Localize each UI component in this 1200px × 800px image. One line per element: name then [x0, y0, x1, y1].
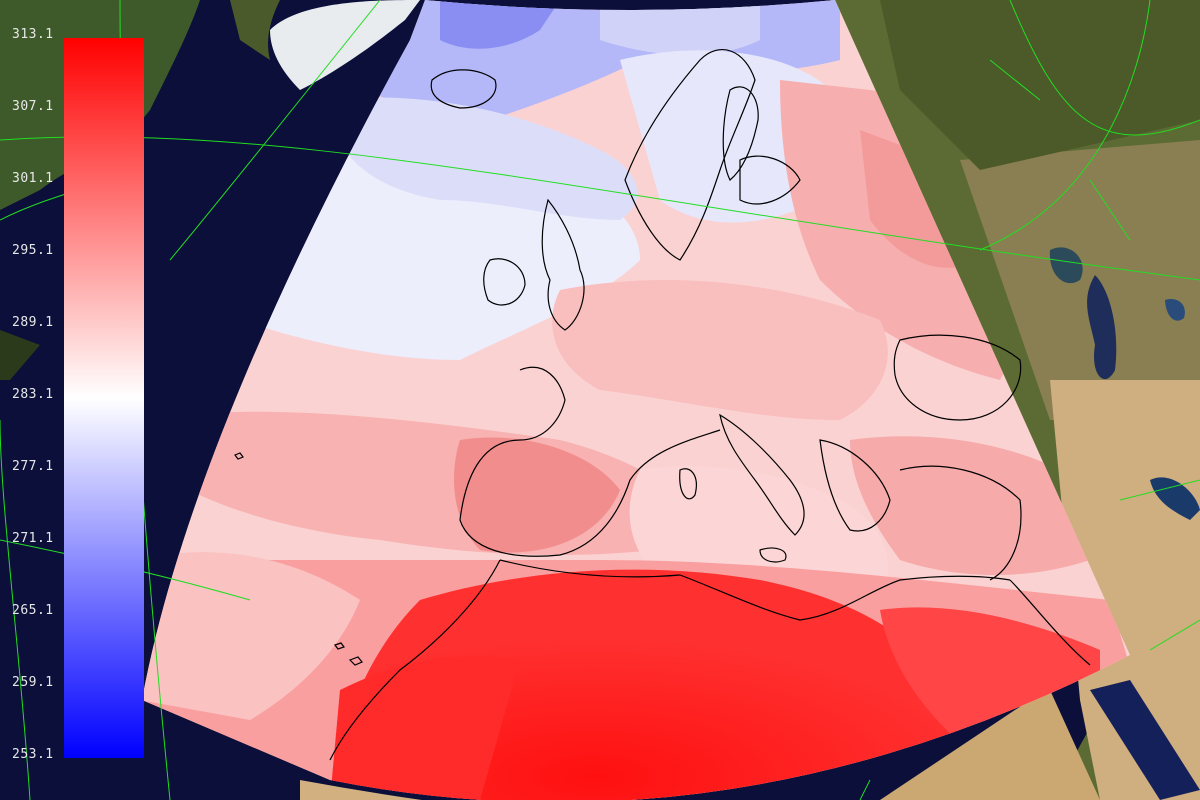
- colorbar-tick-label: 271.1: [12, 531, 54, 546]
- colorbar-tick-label: 265.1: [12, 603, 54, 618]
- colorbar-tick-label: 253.1: [12, 747, 54, 762]
- colorbar-tick-label: 313.1: [12, 27, 54, 42]
- colorbar-tick-label: 307.1: [12, 99, 54, 114]
- colorbar-tick-label: 295.1: [12, 243, 54, 258]
- land-south: [300, 690, 1200, 800]
- colorbar-tick-label: 289.1: [12, 315, 54, 330]
- colorbar-tick-label: 277.1: [12, 459, 54, 474]
- colorbar-tick-label: 283.1: [12, 387, 54, 402]
- colorbar-tick-label: 259.1: [12, 675, 54, 690]
- coastlines: [234, 49, 1091, 761]
- colorbar-tick-label: 301.1: [12, 171, 54, 186]
- colorbar: [64, 38, 144, 758]
